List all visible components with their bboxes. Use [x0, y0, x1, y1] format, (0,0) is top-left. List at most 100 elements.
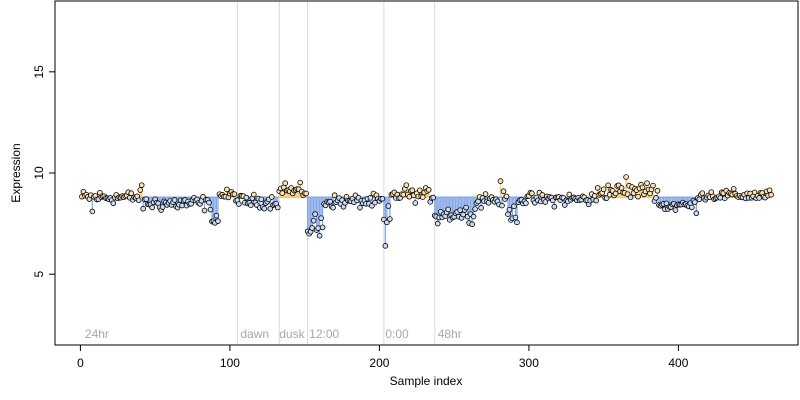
data-point [511, 203, 517, 210]
x-tick-label: 400 [668, 356, 688, 370]
data-point [310, 217, 317, 224]
data-point [539, 192, 546, 198]
data-point [261, 205, 268, 212]
data-point [514, 219, 520, 226]
data-point [179, 202, 185, 209]
data-point [650, 182, 656, 189]
data-point [267, 205, 274, 212]
data-point [243, 194, 250, 201]
data-point [612, 190, 619, 197]
x-tick-label: 300 [519, 356, 539, 370]
data-point [500, 188, 507, 195]
data-point [319, 224, 326, 231]
data-point [644, 180, 650, 186]
phase-label: dusk [279, 327, 305, 341]
data-point [472, 206, 478, 212]
data-point [430, 194, 437, 201]
data-point [258, 196, 265, 203]
data-point [279, 190, 286, 196]
data-point [128, 190, 135, 197]
data-point [315, 225, 321, 231]
data-point [159, 204, 166, 210]
x-axis: 0 100 200 300 400 [77, 345, 689, 370]
data-point [403, 182, 410, 188]
data-point [206, 199, 212, 206]
data-point [379, 195, 386, 202]
data-point [224, 186, 230, 193]
plot-frame [54, 0, 799, 346]
data-point [406, 193, 413, 200]
phase-label: 0:00 [385, 327, 409, 341]
data-point [318, 215, 324, 221]
data-point [623, 174, 629, 180]
data-point [409, 187, 416, 194]
data-point [445, 206, 451, 213]
data-point [469, 221, 475, 228]
phase-label: 12:00 [309, 327, 339, 341]
data-point [213, 212, 220, 219]
phase-dividers [236, 1, 436, 345]
data-point [717, 194, 724, 201]
y-axis-title: Expression [9, 143, 23, 202]
data-point [482, 191, 489, 197]
y-tick-label: 10 [32, 166, 46, 180]
data-point [416, 187, 423, 194]
data-point [140, 205, 147, 212]
data-point [512, 214, 519, 221]
data-point [149, 204, 155, 211]
x-tick-label: 200 [369, 356, 389, 370]
data-point [497, 178, 504, 184]
data-point [542, 199, 549, 205]
data-point [201, 207, 208, 214]
data-point [207, 206, 214, 213]
data-point [268, 194, 275, 200]
data-point [367, 195, 374, 201]
data-point [434, 220, 441, 227]
x-tick-label: 100 [220, 356, 240, 370]
y-tick-label: 5 [32, 271, 46, 278]
data-point [248, 202, 254, 208]
data-point [251, 191, 257, 198]
data-point [551, 203, 558, 210]
y-tick-label: 15 [32, 65, 46, 79]
data-point [663, 200, 670, 207]
data-point [385, 203, 392, 209]
phase-label: 24hr [85, 327, 109, 341]
data-point [627, 194, 634, 201]
data-point [236, 201, 242, 207]
data-point [331, 192, 338, 199]
data-point [425, 187, 432, 193]
data-point [135, 197, 142, 204]
data-point [215, 218, 221, 224]
data-point [503, 193, 510, 200]
data-point [470, 213, 477, 220]
data-point [730, 186, 737, 192]
data-point [316, 232, 323, 239]
data-point [499, 202, 505, 209]
data-point [274, 204, 281, 211]
data-point [357, 204, 363, 211]
data-point [303, 190, 309, 197]
data-point [297, 179, 303, 186]
phase-label: 48hr [438, 327, 462, 341]
data-point [282, 180, 289, 186]
data-point [231, 191, 238, 197]
data-point [460, 211, 466, 218]
data-point [171, 197, 178, 203]
data-point [672, 207, 679, 213]
data-point [635, 193, 641, 200]
data-point [400, 191, 407, 198]
data-point [312, 211, 318, 217]
data-point [475, 198, 481, 205]
phase-labels: 24hr dawn dusk 12:00 0:00 48hr [85, 327, 462, 341]
data-point [330, 204, 336, 211]
data-point [478, 205, 484, 211]
data-point [605, 182, 611, 189]
data-point [138, 182, 145, 188]
data-point [506, 206, 513, 213]
data-point [693, 210, 700, 217]
data-point [639, 184, 646, 191]
data-point [457, 207, 463, 213]
x-tick-label: 0 [77, 356, 84, 370]
data-point [529, 190, 535, 197]
